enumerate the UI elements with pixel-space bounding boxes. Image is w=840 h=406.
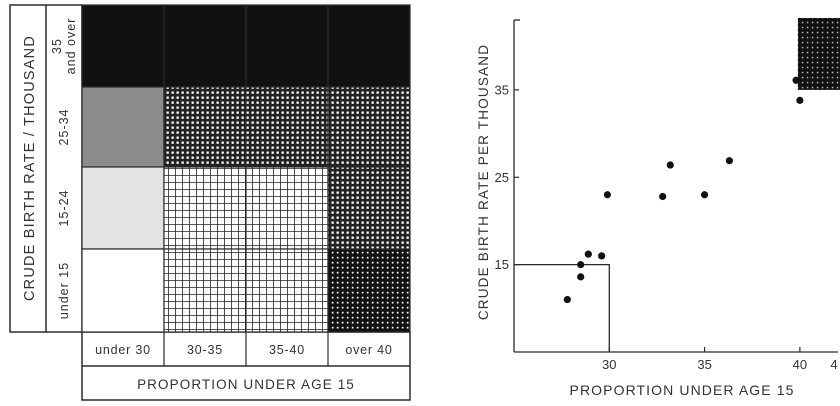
x-tick-label: 30: [602, 357, 616, 372]
matrix-y-axis-label: CRUDE BIRTH RATE / THOUSAND: [22, 35, 38, 301]
matrix-col-label: under 30: [95, 343, 151, 357]
scatter-x-axis-label: PROPORTION UNDER AGE 15: [570, 382, 795, 398]
matrix-row-label: 15-24: [57, 190, 71, 227]
matrix-cell-r2-c0: [81, 166, 165, 250]
matrix-cell-r1-c3: [327, 86, 411, 168]
data-point: [598, 252, 606, 260]
data-point: [796, 96, 804, 104]
matrix-cell-r2-c2: [245, 166, 329, 250]
matrix-row-labels: 35and over 25-34 15-24 under 15: [50, 18, 78, 320]
data-point: [700, 191, 709, 199]
matrix-cell-r0-c0: [81, 4, 165, 88]
scatter-y-axis-label: CRUDE BIRTH RATE PER THOUSAND: [476, 44, 491, 320]
x-tick-label: 4: [830, 357, 837, 372]
matrix-col-label: 35-40: [269, 343, 305, 357]
matrix-row-label: under 15: [57, 262, 71, 319]
data-point: [563, 295, 571, 304]
birth-rate-legend-matrix: 35and over 25-34 15-24 under 15 under 30 30-…: [9, 4, 411, 401]
threshold-box-line: [514, 263, 610, 352]
matrix-cell-r1-c2: [245, 86, 329, 168]
matrix-cell-r3-c3: [327, 248, 411, 333]
matrix-row-label: 25-34: [57, 109, 71, 146]
birth-rate-scatter-plot: 15 25 35 30 35 40 4 CRUDE BIRTH RATE PER THOUS…: [476, 18, 840, 398]
matrix-cell-r0-c2: [245, 4, 329, 88]
matrix-cell-r3-c2: [245, 248, 329, 333]
matrix-cell-r3-c0: [81, 248, 165, 333]
matrix-col-label: over 40: [345, 343, 392, 357]
matrix-cells: [81, 4, 411, 333]
matrix-x-axis-label: PROPORTION UNDER AGE 15: [137, 377, 355, 392]
data-point: [659, 192, 667, 201]
matrix-col-label: 30-35: [187, 343, 223, 357]
matrix-cell-r2-c1: [163, 166, 247, 250]
high-birth-rate-region: [797, 18, 840, 90]
y-tick-label: 35: [495, 82, 509, 97]
data-point: [666, 161, 674, 169]
matrix-col-labels: under 30 30-35 35-40 over 40: [95, 332, 392, 366]
matrix-row-label: 35and over: [50, 18, 78, 75]
scatter-shaded-region: [797, 18, 840, 90]
matrix-cell-r1-c0: [81, 86, 165, 168]
y-tick-label: 25: [495, 170, 509, 185]
matrix-cell-r0-c1: [163, 4, 247, 88]
y-tick-label: 15: [495, 257, 509, 272]
x-tick-label: 35: [697, 357, 711, 372]
x-tick-label: 40: [793, 357, 807, 372]
matrix-cell-r0-c3: [327, 4, 411, 88]
data-point: [577, 273, 585, 281]
data-point: [603, 191, 611, 199]
scatter-points: [563, 76, 804, 304]
data-point: [584, 250, 592, 258]
matrix-cell-r1-c1: [163, 86, 247, 168]
data-point: [577, 261, 585, 269]
scatter-ticks: 15 25 35 30 35 40 4: [495, 82, 838, 372]
scatter-threshold-box: [514, 263, 610, 352]
data-point: [725, 157, 733, 165]
scatter-axes: [513, 19, 838, 353]
matrix-cell-r2-c3: [327, 166, 411, 250]
data-point: [792, 76, 800, 84]
matrix-cell-r3-c1: [163, 248, 247, 333]
